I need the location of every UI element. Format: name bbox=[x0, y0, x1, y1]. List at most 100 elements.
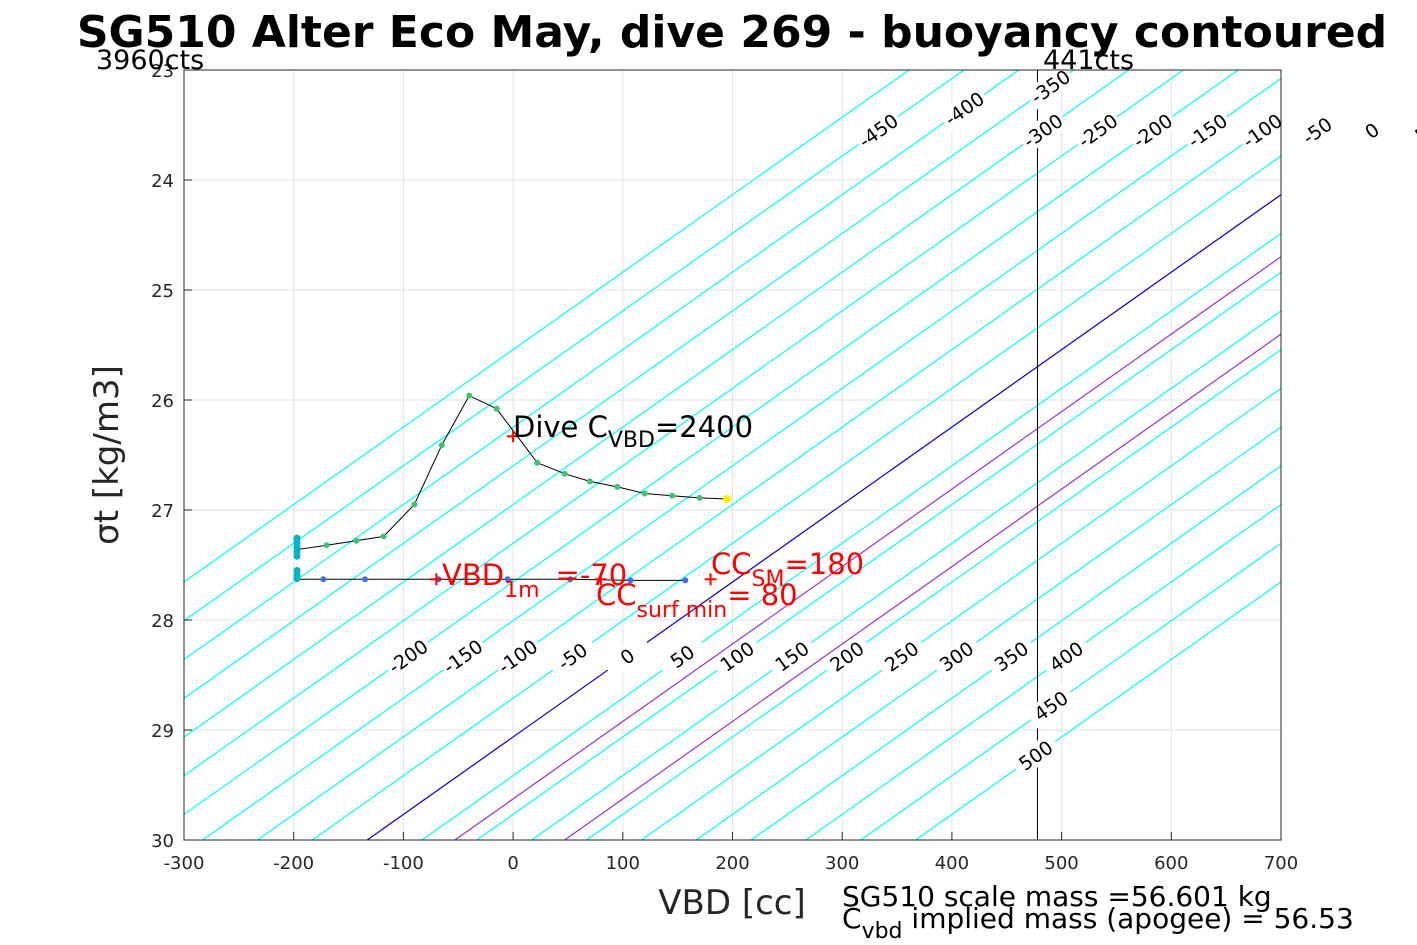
footer-scale-mass: SG510 scale mass =56.601 kg bbox=[842, 880, 1272, 913]
dive-point bbox=[353, 537, 360, 544]
contour-label: 50 bbox=[1411, 115, 1417, 147]
contour-label-bg bbox=[1181, 107, 1234, 154]
contour-label-bg bbox=[656, 633, 709, 680]
contour-label-bg bbox=[491, 633, 544, 680]
contour-label-bg bbox=[1040, 633, 1093, 680]
climb-point bbox=[504, 576, 511, 583]
contour-label-bg bbox=[930, 633, 983, 680]
contour-line bbox=[860, 542, 1281, 840]
x-tick-label: -100 bbox=[383, 853, 424, 874]
contour-line bbox=[750, 465, 1281, 840]
contour-label-bg bbox=[546, 633, 599, 680]
vbd1m-value: =-70 bbox=[556, 558, 628, 592]
contour-line bbox=[641, 387, 1281, 840]
contour-line bbox=[184, 70, 1184, 777]
x-tick-label: 300 bbox=[825, 853, 859, 874]
climb-point bbox=[682, 577, 689, 584]
x-tick-label: 100 bbox=[606, 853, 640, 874]
ccsm-sub: SM bbox=[752, 567, 785, 592]
contour-line bbox=[564, 333, 1281, 840]
y-tick-label: 24 bbox=[151, 171, 174, 192]
pump-max-label: 441cts bbox=[1043, 45, 1134, 76]
contour-line bbox=[366, 193, 1281, 840]
apogee-point bbox=[293, 574, 301, 582]
y-tick-label: 23 bbox=[151, 61, 174, 82]
dive-point bbox=[466, 392, 473, 399]
footer-implied-mass: Cvbd implied mass (apogee) = 56.53 bbox=[842, 902, 1354, 944]
contour-line bbox=[257, 116, 1281, 840]
buoyancy-contours bbox=[184, 70, 1281, 840]
dive-point bbox=[534, 459, 541, 466]
ccsurf-main: CC bbox=[596, 578, 637, 612]
contour-line bbox=[184, 70, 910, 583]
y-axis-ticks: 23 24 25 26 27 28 29 30 bbox=[151, 61, 192, 852]
contour-label-bg bbox=[765, 633, 818, 680]
x-tick-label: 700 bbox=[1264, 853, 1298, 874]
dive-point bbox=[696, 494, 703, 501]
dive-point bbox=[641, 490, 648, 497]
contour-label-bg bbox=[436, 633, 489, 680]
x-tick-label: -300 bbox=[164, 853, 205, 874]
contour-line bbox=[531, 310, 1281, 840]
y-tick-label: 30 bbox=[151, 831, 174, 852]
ccsurf-value: = 80 bbox=[727, 578, 797, 612]
dive-point bbox=[669, 492, 676, 499]
dive-point bbox=[380, 533, 387, 540]
dive-cvbd-sub: VBD bbox=[608, 428, 655, 453]
y-tick-label: 25 bbox=[151, 281, 174, 302]
contour-label-bg bbox=[1009, 732, 1062, 779]
contour-label-bg bbox=[1071, 107, 1124, 154]
dive-cvbd-main: Dive C bbox=[513, 410, 608, 444]
contour-line bbox=[184, 70, 965, 622]
contour-line bbox=[915, 581, 1281, 840]
footer-c-rest: implied mass (apogee) = 56.53 bbox=[903, 902, 1354, 935]
climb-line bbox=[296, 578, 686, 581]
contour-label-bg bbox=[875, 633, 928, 680]
dive-point bbox=[411, 501, 418, 508]
dive-point bbox=[493, 405, 500, 412]
vbd1m-annotation: VBD1m =-70 bbox=[442, 558, 627, 603]
contour-label-bg bbox=[1236, 107, 1289, 154]
contour-label-bg bbox=[820, 633, 873, 680]
y-axis-label: σt [kg/m3] bbox=[87, 365, 127, 545]
dive-point bbox=[438, 442, 445, 449]
x-tick-label: 200 bbox=[715, 853, 749, 874]
footer-c-main: C bbox=[842, 902, 862, 935]
contour-label-bg bbox=[1345, 107, 1398, 154]
dive-cvbd-value: =2400 bbox=[655, 410, 753, 444]
x-axis-label: VBD [cc] bbox=[658, 883, 806, 923]
dive-end-point bbox=[723, 495, 732, 503]
contour-line bbox=[805, 503, 1281, 840]
y-tick-label: 26 bbox=[151, 391, 174, 412]
apogee-point bbox=[293, 552, 301, 560]
ccsm-annotation: CCSM=180 bbox=[711, 547, 864, 592]
contour-line bbox=[184, 70, 1075, 699]
x-tick-label: 500 bbox=[1044, 853, 1078, 874]
ccsurf-annotation: CCsurf min= 80 bbox=[596, 578, 798, 623]
vbd1m-sub: 1m bbox=[504, 578, 539, 603]
contour-label-bg bbox=[1016, 107, 1069, 154]
contour-line bbox=[312, 155, 1281, 840]
contour-line bbox=[202, 77, 1281, 840]
contour-line bbox=[421, 232, 1281, 840]
dive-point bbox=[323, 542, 330, 549]
climb-point bbox=[362, 576, 369, 583]
contour-label-bg bbox=[1291, 107, 1344, 154]
dive-cvbd-annotation: Dive CVBD=2400 bbox=[513, 410, 753, 453]
contour-label-bg bbox=[601, 633, 654, 680]
y-tick-label: 27 bbox=[151, 501, 174, 522]
dive-point bbox=[561, 470, 568, 477]
footer-c-sub: vbd bbox=[862, 919, 903, 944]
ccsm-main: CC bbox=[711, 547, 752, 581]
vbd1m-main: VBD bbox=[442, 558, 504, 592]
contour-line bbox=[586, 348, 1281, 840]
ccsm-value: =180 bbox=[784, 547, 864, 581]
contour-label-bg bbox=[1024, 682, 1077, 729]
y-tick-label: 28 bbox=[151, 611, 174, 632]
contour-label-bg bbox=[985, 633, 1038, 680]
x-tick-label: 0 bbox=[507, 853, 518, 874]
contour-line bbox=[476, 271, 1281, 840]
contour-label-bg bbox=[1126, 107, 1179, 154]
ccsurf-sub: surf min bbox=[637, 598, 728, 623]
contour-line bbox=[184, 70, 1129, 738]
